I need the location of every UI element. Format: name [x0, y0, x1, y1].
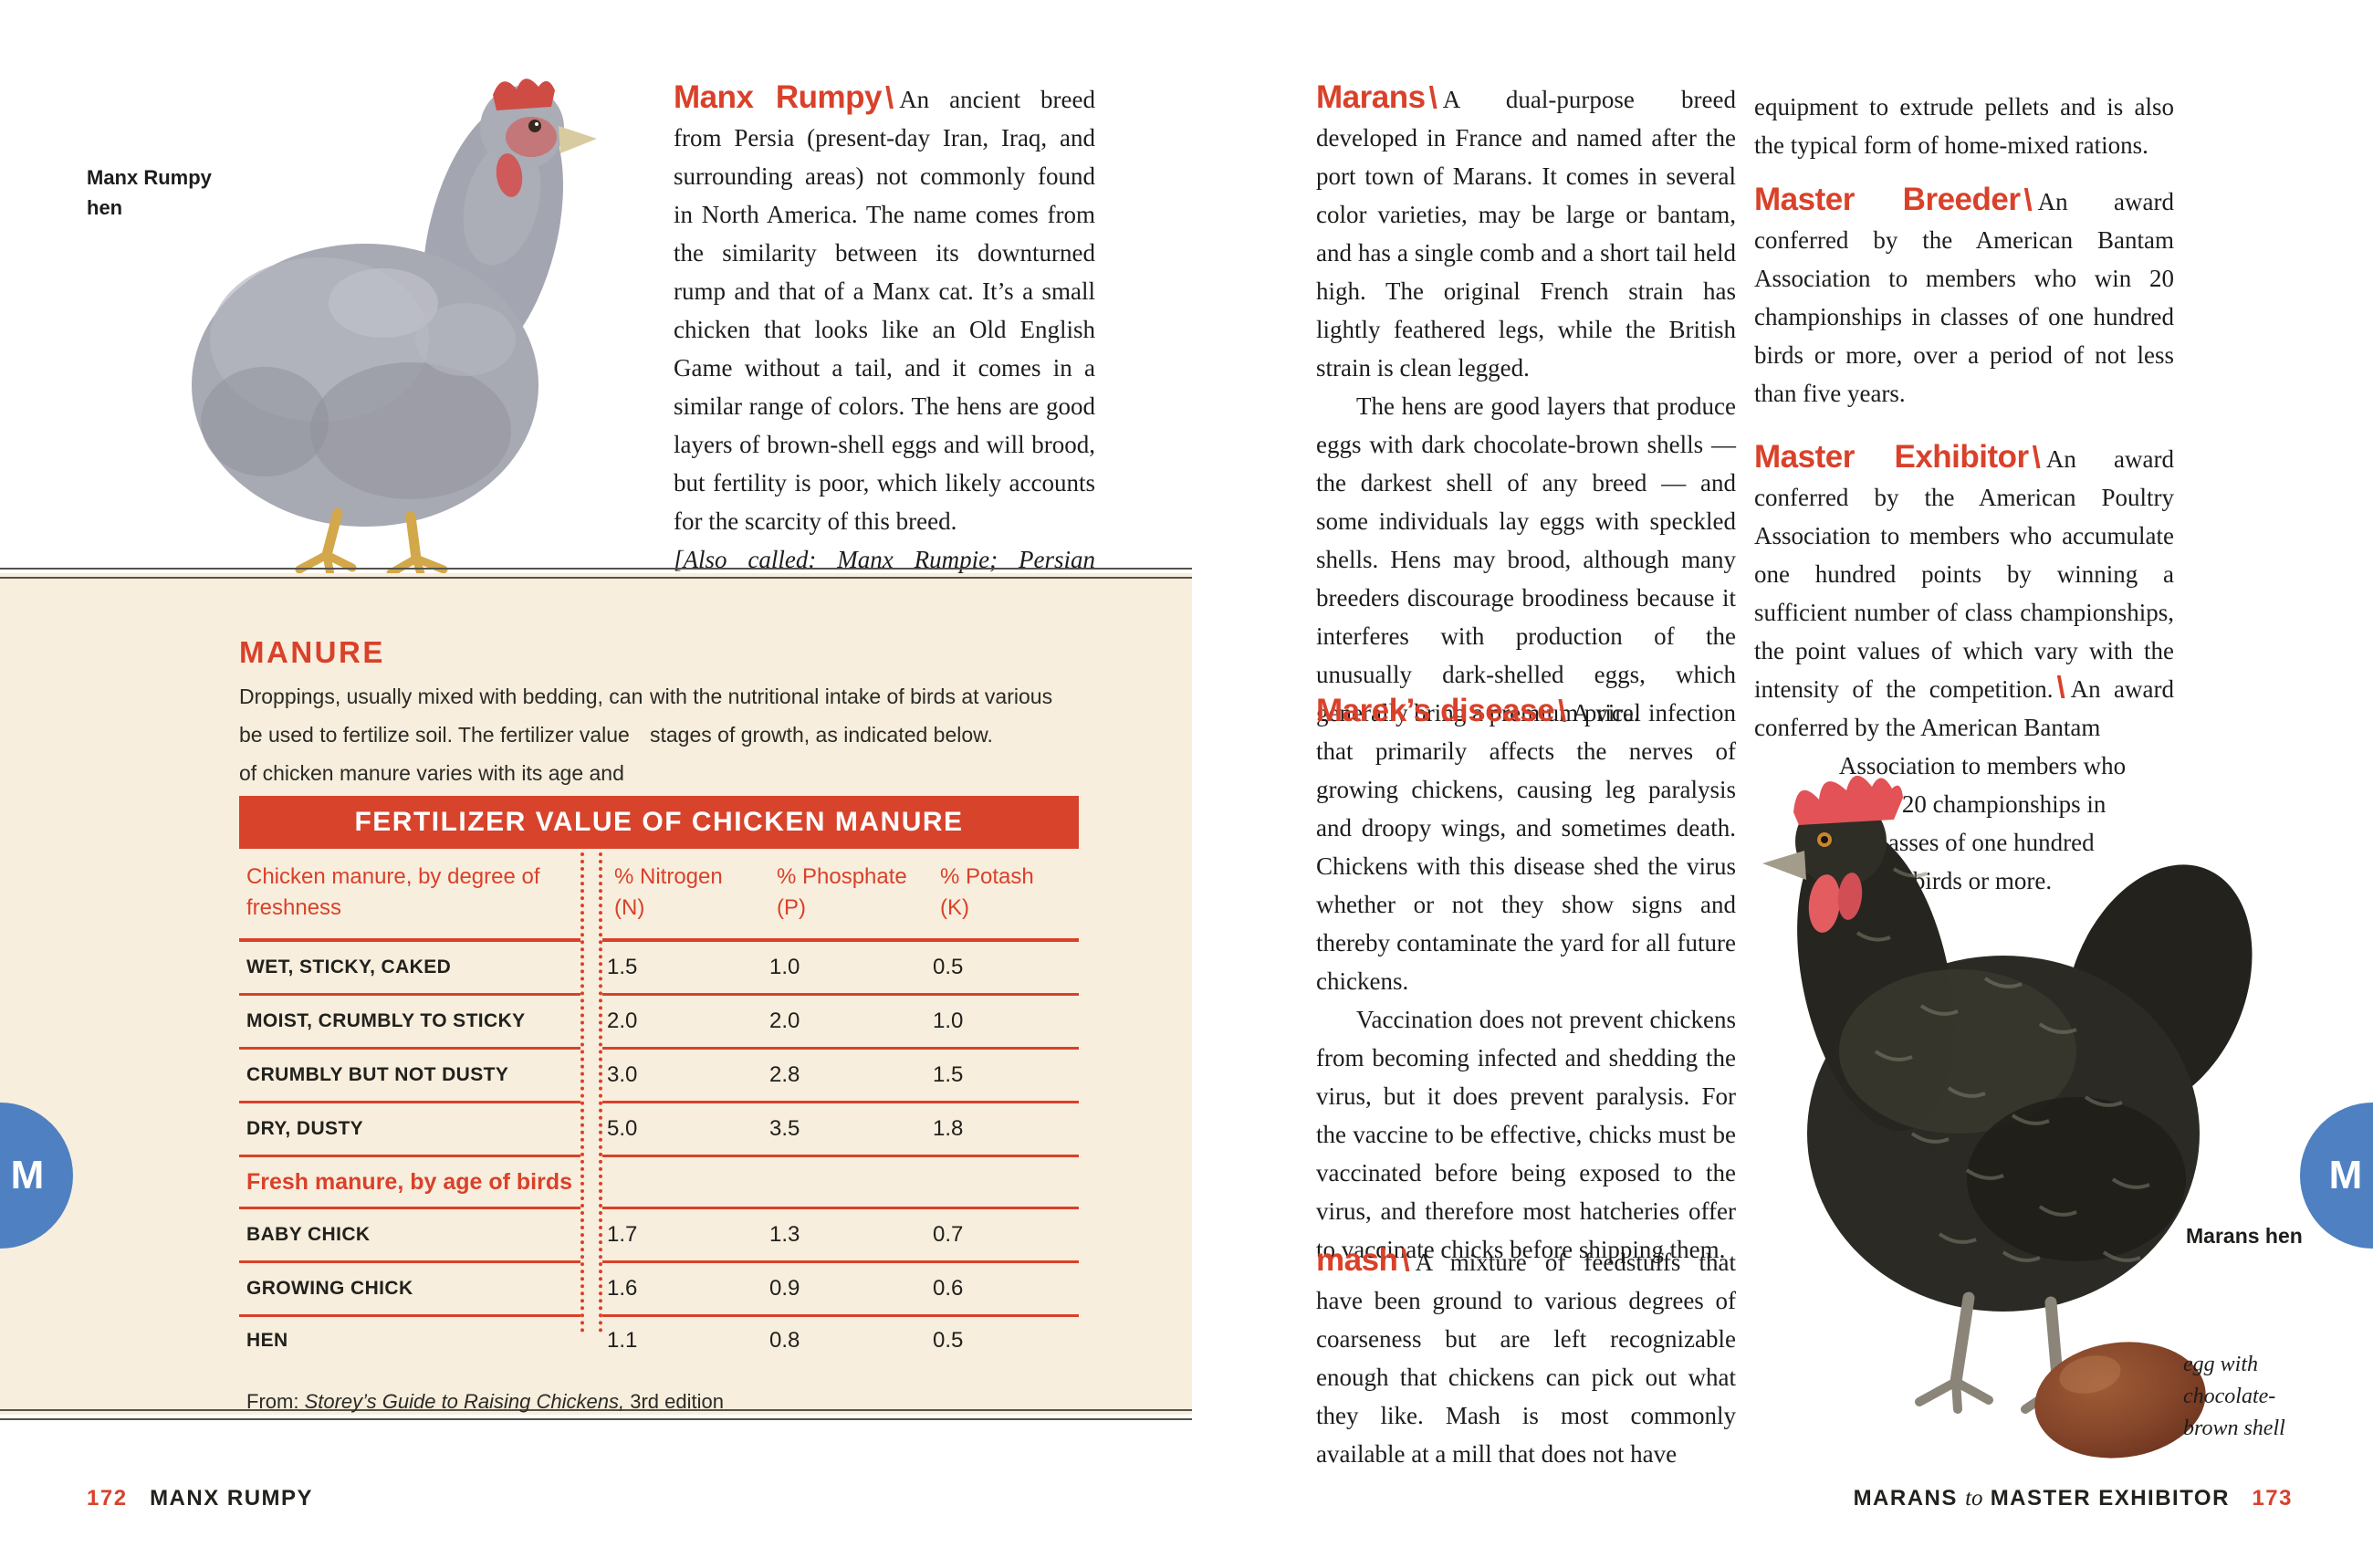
headword-separator: \: [2023, 183, 2033, 216]
table-row: BABY CHICK 1.7 1.3 0.7: [239, 1209, 1079, 1263]
manx-rumpy-caption: Manx Rumpy hen: [87, 166, 212, 219]
headword: Marans: [1316, 79, 1426, 115]
column-continuation: equipment to extrude pellets and is also…: [1754, 88, 2174, 164]
egg-image: [2034, 1342, 2206, 1458]
page-number: 173: [2252, 1486, 2293, 1511]
entry-body: A mixture of feedstuffs that have been g…: [1316, 1249, 1736, 1468]
col-header-phosphate: % Phosphate: [777, 864, 907, 889]
headword: mash: [1316, 1242, 1398, 1278]
entry-manx-rumpy: Manx Rumpy \ An ancient breed from Persia …: [674, 80, 1095, 617]
headword: Manx Rumpy: [674, 79, 883, 115]
entry-body: An award conferred by the American Banta…: [1754, 188, 2174, 407]
marans-hen-image: [1762, 775, 2253, 1417]
entry-master-exhibitor: Master Exhibitor \ An award conferred by t…: [1754, 440, 2174, 900]
entry-body: An award conferred by the American Poult…: [1754, 445, 2174, 703]
headword-separator: \: [1401, 1243, 1410, 1277]
fertilizer-table-banner: FERTILIZER VALUE OF CHICKEN MANURE: [239, 796, 1079, 849]
marans-caption: Marans hen: [2186, 1224, 2303, 1248]
page-footer-right: MARANS to MASTER EXHIBITOR 173: [1854, 1486, 2293, 1511]
headword-separator: \: [885, 80, 894, 114]
col-header-freshness: Chicken manure, by degree of: [246, 864, 540, 889]
table-source: From: Storey’s Guide to Raising Chickens…: [246, 1390, 724, 1413]
table-row: DRY, DUSTY 5.0 3.5 1.8: [239, 1103, 1079, 1157]
egg-caption: egg with chocolate- brown shell: [2183, 1353, 2285, 1440]
headword-separator: \: [2032, 440, 2041, 474]
table-row: MOIST, CRUMBLY TO STICKY 2.0 2.0 1.0: [239, 996, 1079, 1050]
footer-section-title: MANX RUMPY: [150, 1486, 314, 1511]
right-page: Marans \ A dual-purpose breed developed in…: [1186, 0, 2373, 1568]
page-footer-left: 172 MANX RUMPY: [87, 1486, 313, 1511]
table-dotted-divider: [580, 852, 602, 1333]
page-number: 172: [87, 1486, 128, 1511]
manure-heading: MANURE: [239, 635, 385, 669]
panel-top-rule: [0, 568, 1192, 579]
table-row: CRUMBLY BUT NOT DUSTY 3.0 2.8 1.5: [239, 1050, 1079, 1103]
table-title: FERTILIZER VALUE OF CHICKEN MANURE: [354, 807, 964, 837]
headword-separator: \: [1428, 80, 1437, 114]
entry-body: The hens are good layers that produce eg…: [1316, 392, 1736, 727]
footer-section-title: MARANS: [1853, 1486, 1958, 1511]
entry-body: An ancient breed from Persia (present-da…: [674, 86, 1095, 535]
table-row: GROWING CHICK 1.6 0.9 0.6: [239, 1263, 1079, 1317]
entry-body: A dual-purpose breed developed in France…: [1316, 86, 1736, 382]
col-header-potash: % Potash: [940, 864, 1034, 889]
headword: Master Breeder: [1754, 182, 2021, 217]
manure-intro-col1: Droppings, usually mixed with bedding, c…: [239, 685, 643, 785]
manure-intro-col2: with the nutritional intake of birds at …: [650, 685, 1053, 747]
definition-separator: \: [2056, 670, 2065, 704]
entry-master-breeder: Master Breeder \ An award conferred by the…: [1754, 183, 2174, 413]
fertilizer-table: Chicken manure, by degree of freshness % …: [239, 849, 1079, 1414]
entry-marans: Marans \ A dual-purpose breed developed in…: [1316, 80, 1736, 732]
headword: Marek’s disease: [1316, 693, 1555, 728]
table-header-row: Chicken manure, by degree of freshness % …: [239, 849, 1079, 942]
table-row: HEN 1.1 0.8 0.5: [246, 1328, 964, 1353]
entry-body: A viral infection that primarily affects…: [1316, 699, 1737, 995]
entry-body: equipment to extrude pellets and is also…: [1754, 93, 2174, 159]
entry-mash: mash \ A mixture of feedstuffs that have b…: [1316, 1243, 1736, 1473]
entry-body: Vaccination does not prevent chickens fr…: [1316, 1006, 1736, 1263]
footer-section-title: MASTER EXHIBITOR: [1990, 1486, 2230, 1511]
col-header-nitrogen: % Nitrogen: [614, 864, 723, 889]
headword: Master Exhibitor: [1754, 439, 2029, 475]
headword-separator: \: [1558, 694, 1567, 727]
left-page: Manx Rumpy hen Manx Rumpy \ An ancie: [0, 0, 1192, 1568]
panel-bottom-rule: [0, 1409, 1192, 1420]
entry-mareks-disease: Marek’s disease \ A viral infection that p…: [1316, 694, 1736, 1269]
footer-to: to: [1965, 1486, 1983, 1511]
table-row: WET, STICKY, CAKED 1.5 1.0 0.5: [239, 942, 1079, 996]
entry-body: An award conferred by the American Banta…: [1754, 675, 2174, 741]
manx-rumpy-hen-image: [192, 78, 597, 577]
table-subhead-row: Fresh manure, by age of birds: [239, 1157, 1079, 1209]
